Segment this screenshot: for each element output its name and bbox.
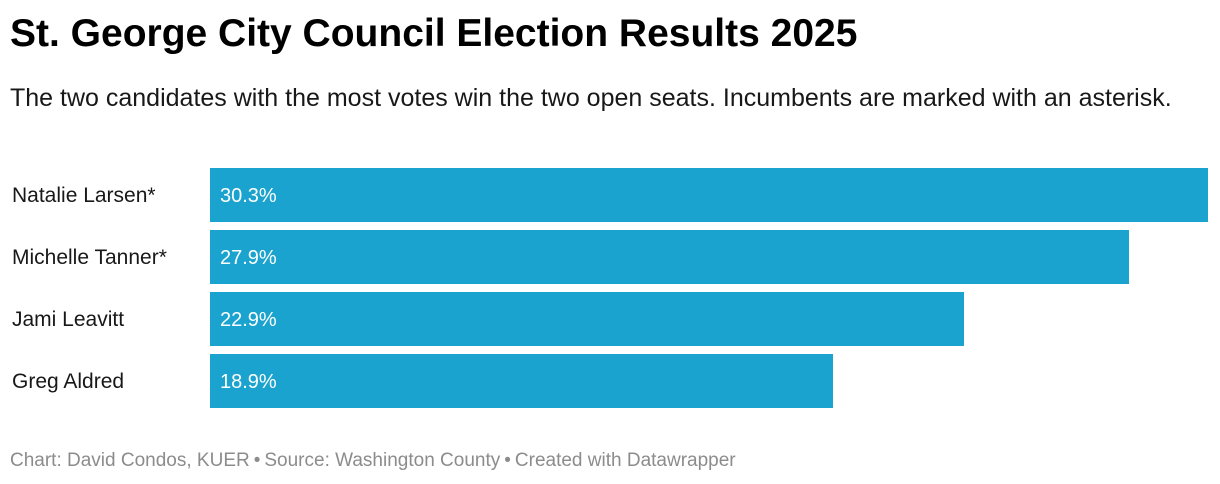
category-label: Jami Leavitt <box>12 308 124 331</box>
bar-chart-svg: Natalie Larsen* 30.3% Michelle Tanner* 27.9… <box>12 168 1208 408</box>
bar-row: Jami Leavitt 22.9% <box>12 292 964 346</box>
value-label: 18.9% <box>220 371 277 393</box>
bar <box>210 230 1129 284</box>
footer-separator: • <box>504 450 511 471</box>
bar-row: Greg Aldred 18.9% <box>12 354 833 408</box>
bar-chart: Natalie Larsen* 30.3% Michelle Tanner* 27.9… <box>0 162 1220 416</box>
footer-tool: Created with Datawrapper <box>514 450 736 471</box>
chart-footer: Chart: David Condos, KUER • Source: Washin… <box>10 448 1210 474</box>
bar-row: Natalie Larsen* 30.3% <box>12 168 1208 222</box>
bar-row: Michelle Tanner* 27.9% <box>12 230 1129 284</box>
footer-separator: • <box>253 450 261 471</box>
bar <box>210 354 833 408</box>
value-label: 22.9% <box>220 309 277 331</box>
value-label: 30.3% <box>220 185 277 207</box>
footer-source: Source: Washington County <box>264 450 501 471</box>
category-label: Greg Aldred <box>12 370 124 393</box>
chart-title: St. George City Council Election Results… <box>10 12 858 55</box>
category-label: Natalie Larsen* <box>12 184 156 207</box>
chart-subtitle: The two candidates with the most votes w… <box>10 84 1172 112</box>
bar <box>210 168 1208 222</box>
bar <box>210 292 964 346</box>
footer-credit: Chart: David Condos, KUER <box>10 450 250 471</box>
value-label: 27.9% <box>220 247 277 269</box>
category-label: Michelle Tanner* <box>12 246 167 269</box>
